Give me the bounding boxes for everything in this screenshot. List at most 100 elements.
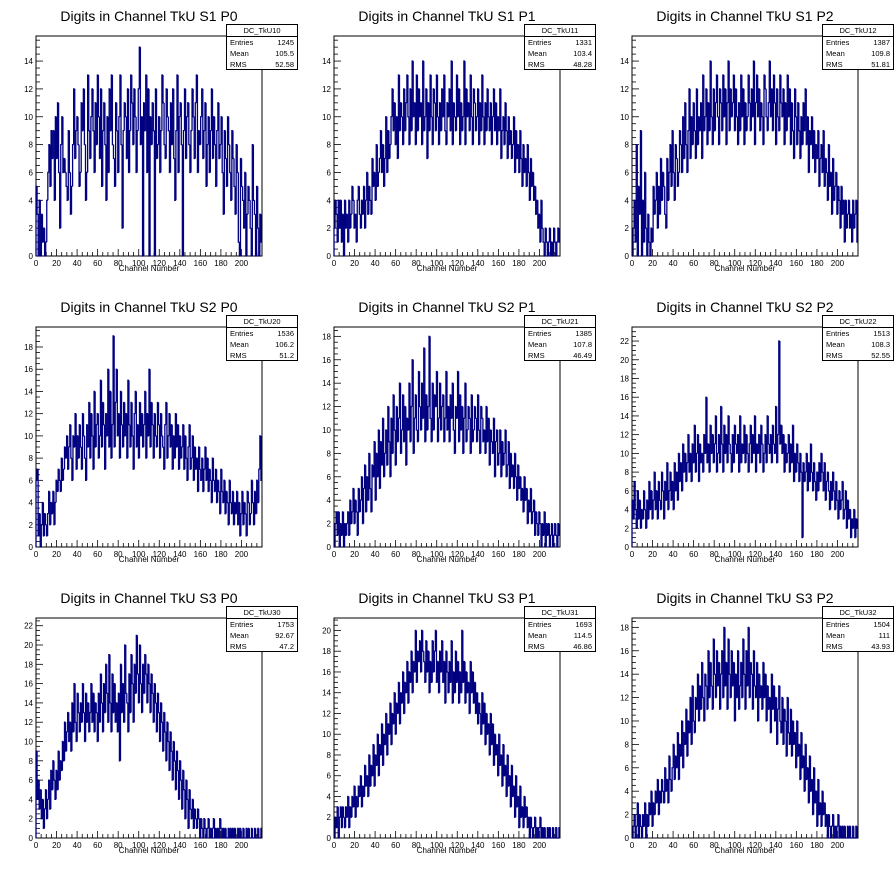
histogram-bin bbox=[145, 74, 147, 131]
histogram-bin bbox=[223, 479, 226, 503]
histogram-bin bbox=[476, 394, 479, 442]
histogram-bin bbox=[427, 102, 430, 159]
histogram-bin bbox=[98, 693, 101, 723]
histogram-bin bbox=[522, 806, 525, 829]
histogram-bin bbox=[739, 102, 741, 132]
histogram-bin bbox=[685, 102, 687, 146]
histogram-bin bbox=[470, 394, 473, 454]
x-tick-label: 40 bbox=[73, 841, 82, 850]
histogram-bin bbox=[114, 102, 117, 187]
histogram-bin bbox=[465, 383, 468, 443]
histogram-bin bbox=[684, 102, 686, 159]
histogram-bin bbox=[485, 102, 488, 132]
histogram-bin bbox=[479, 102, 481, 145]
x-tick-label: 140 bbox=[471, 841, 485, 850]
histogram-bin bbox=[701, 661, 703, 710]
histogram-bin bbox=[631, 499, 634, 547]
histogram-bin bbox=[534, 500, 536, 536]
histogram-bin bbox=[117, 692, 120, 732]
histogram-bin bbox=[789, 88, 792, 146]
histogram-bin bbox=[176, 751, 179, 772]
y-tick-label: 14 bbox=[322, 57, 331, 66]
histogram-bin bbox=[461, 629, 463, 693]
histogram-bin bbox=[234, 186, 237, 215]
histogram-bin bbox=[211, 827, 214, 838]
stats-value: 106.2 bbox=[275, 340, 294, 349]
histogram-bin bbox=[435, 74, 438, 131]
histogram-bin bbox=[656, 490, 659, 520]
histogram-bin bbox=[683, 116, 685, 160]
histogram-bin bbox=[405, 682, 407, 694]
histogram-bin bbox=[819, 157, 822, 187]
stats-value: 48.28 bbox=[573, 60, 592, 69]
x-axis-label: Channel Number bbox=[714, 846, 776, 855]
y-tick-label: 18 bbox=[322, 332, 331, 341]
histogram-bin bbox=[470, 661, 473, 694]
histogram-bin bbox=[181, 780, 183, 810]
histogram-bin bbox=[702, 74, 704, 159]
x-tick-label: 180 bbox=[810, 550, 824, 559]
histogram-bin bbox=[419, 640, 422, 673]
histogram-bin bbox=[151, 402, 154, 426]
histogram-bin bbox=[68, 130, 71, 174]
histogram-bin bbox=[206, 457, 209, 481]
histogram-bin bbox=[443, 660, 445, 683]
histogram-bin bbox=[638, 499, 641, 519]
histogram-bin bbox=[727, 638, 730, 710]
histogram-bin bbox=[36, 751, 39, 801]
y-tick-label: 14 bbox=[322, 689, 331, 698]
histogram-bin bbox=[215, 469, 218, 504]
histogram-bin bbox=[786, 74, 789, 131]
histogram-bin bbox=[387, 723, 389, 755]
histogram-bin bbox=[96, 74, 99, 145]
histogram-bin bbox=[497, 116, 499, 145]
histogram-bin bbox=[853, 826, 855, 839]
histogram-bin bbox=[376, 144, 379, 188]
histogram-bin bbox=[252, 502, 255, 526]
histogram-bin bbox=[161, 702, 163, 723]
stats-label: RMS bbox=[528, 642, 545, 651]
histogram-bin bbox=[90, 682, 92, 713]
histogram-bin bbox=[184, 789, 186, 820]
histogram-bin bbox=[658, 481, 661, 501]
histogram-bin bbox=[385, 116, 387, 159]
histogram-bin bbox=[509, 775, 512, 808]
histogram-bin bbox=[162, 74, 165, 104]
histogram-bin bbox=[416, 74, 419, 132]
histogram-bin bbox=[419, 406, 422, 431]
stats-row-rms: RMS 46.86 bbox=[525, 641, 595, 652]
histogram-bin bbox=[781, 696, 784, 733]
histogram-bin bbox=[707, 102, 710, 145]
histogram-bin bbox=[194, 102, 197, 159]
histogram-bin bbox=[179, 102, 182, 117]
histogram-bin bbox=[116, 369, 119, 437]
histogram-bin bbox=[344, 523, 347, 536]
x-tick-label: 20 bbox=[350, 841, 359, 850]
stats-row-mean: Mean 106.2 bbox=[227, 339, 297, 350]
histogram-bin bbox=[722, 74, 724, 131]
histogram-bin bbox=[360, 775, 363, 808]
histogram-bin bbox=[438, 382, 441, 419]
histogram-bin bbox=[712, 638, 715, 710]
histogram-bin bbox=[664, 186, 666, 215]
histogram-svg: 0 20 40 60 80 100 120 140 160 180 2000246810121416… bbox=[24, 617, 263, 850]
histogram-bin bbox=[460, 394, 462, 431]
histogram-bin bbox=[236, 144, 239, 174]
x-tick-label: 40 bbox=[371, 550, 380, 559]
histogram-bin bbox=[483, 116, 486, 146]
histogram-bin bbox=[768, 696, 771, 710]
histogram-bin bbox=[354, 499, 357, 524]
x-tick-label: 120 bbox=[153, 550, 167, 559]
histogram-bin bbox=[532, 172, 535, 201]
y-tick-label: 8 bbox=[29, 141, 34, 150]
histogram-bin bbox=[843, 200, 846, 243]
histogram-bin bbox=[784, 443, 787, 473]
histogram-bin bbox=[120, 391, 123, 426]
histogram-bin bbox=[484, 102, 487, 145]
histogram-title: Digits in Channel TkU S3 P0 bbox=[60, 590, 238, 606]
histogram-bin bbox=[653, 471, 656, 501]
histogram-bin bbox=[704, 116, 706, 131]
histogram-bin bbox=[767, 102, 770, 131]
histogram-bin bbox=[136, 635, 139, 675]
x-tick-label: 60 bbox=[391, 550, 400, 559]
